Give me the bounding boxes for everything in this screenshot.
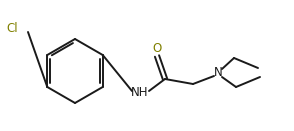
Text: NH: NH [131, 86, 149, 100]
Text: O: O [152, 42, 162, 54]
Text: N: N [214, 67, 222, 80]
Text: Cl: Cl [6, 21, 18, 34]
